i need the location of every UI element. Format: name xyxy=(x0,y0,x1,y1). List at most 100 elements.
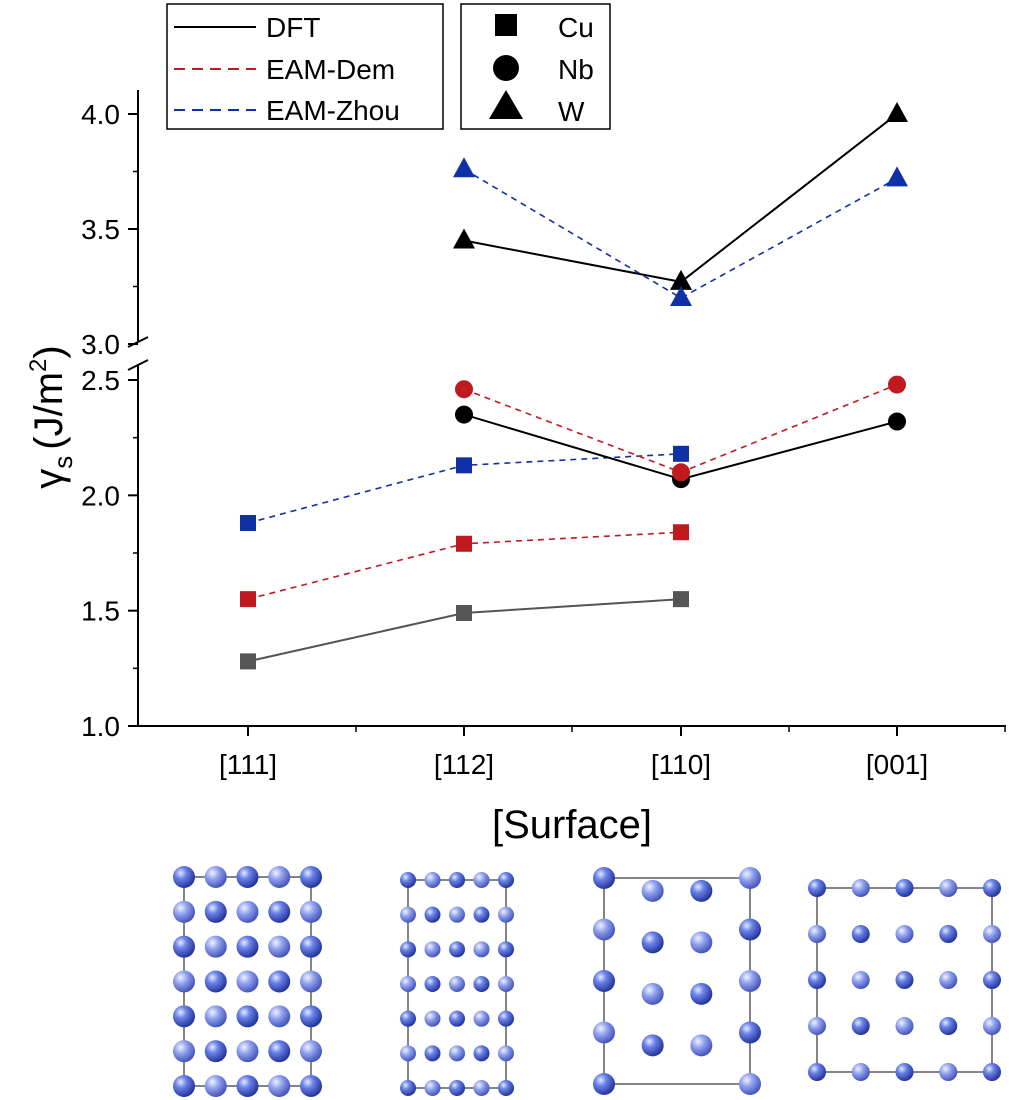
atom xyxy=(449,941,465,958)
atom xyxy=(204,866,227,888)
atom xyxy=(983,1017,1001,1035)
atom xyxy=(400,1010,416,1027)
atom xyxy=(593,1073,615,1095)
atom xyxy=(939,925,958,943)
atom xyxy=(400,872,416,888)
y-tick-label-2-0: 2.0 xyxy=(81,480,120,511)
atom xyxy=(400,1080,416,1096)
point-w-dft-001 xyxy=(886,102,908,122)
atom xyxy=(173,1005,195,1028)
surface-structure-panels xyxy=(173,866,1001,1097)
legend-circle-marker xyxy=(493,55,519,81)
atom xyxy=(498,906,514,923)
atom xyxy=(204,1005,227,1028)
atom xyxy=(300,935,322,958)
legend-label-cu: Cu xyxy=(558,12,594,43)
structure-panel-110 xyxy=(593,867,761,1095)
atom xyxy=(268,1075,291,1097)
legend-triangle-marker xyxy=(489,90,523,119)
structure-panel-111 xyxy=(173,866,322,1097)
point-w-eam-zhou-112 xyxy=(453,157,475,178)
axis-break-mark-upper xyxy=(127,336,149,348)
x-axis-title: [Surface] xyxy=(492,803,652,847)
x-tick-label-112: [112] xyxy=(434,749,494,780)
atom xyxy=(300,866,322,888)
atom xyxy=(739,1073,761,1095)
atom xyxy=(173,1075,195,1097)
atom xyxy=(739,867,761,889)
atom xyxy=(400,1045,416,1062)
atom xyxy=(173,866,195,888)
atom xyxy=(300,900,322,923)
structure-cell-box xyxy=(603,877,751,1085)
atom xyxy=(449,1080,465,1096)
point-cu-dft-111 xyxy=(240,653,256,670)
structure-panel-112 xyxy=(400,872,514,1096)
atom xyxy=(739,1021,761,1044)
point-cu-eam-dem-111 xyxy=(240,591,256,608)
y-axis-title: γs(J/m2) xyxy=(25,345,78,488)
atom xyxy=(939,971,958,989)
atom xyxy=(449,872,465,888)
atom xyxy=(173,935,195,958)
y-tick-label-3-5: 3.5 xyxy=(81,214,120,245)
atom xyxy=(236,866,259,888)
method-legend-frame xyxy=(166,3,444,130)
atom xyxy=(498,976,514,992)
y-tick-label-4-0: 4.0 xyxy=(81,99,120,130)
atom xyxy=(449,906,465,923)
x-tick-label-001: [001] xyxy=(866,749,928,780)
legend-label-eam-zhou: EAM-Zhou xyxy=(266,95,400,126)
atom xyxy=(204,1040,227,1063)
structure-panel-001 xyxy=(808,879,1001,1081)
atom xyxy=(983,879,1001,897)
atom xyxy=(204,1075,227,1097)
atom xyxy=(473,872,490,888)
atom xyxy=(593,918,615,941)
atom xyxy=(851,925,870,943)
atom xyxy=(236,900,259,923)
point-cu-eam-zhou-110 xyxy=(673,445,689,462)
atom xyxy=(268,935,291,958)
point-cu-eam-zhou-112 xyxy=(456,457,472,474)
y-tick-label-3-0: 3.0 xyxy=(81,329,120,360)
atom xyxy=(473,976,490,992)
atom xyxy=(641,1034,664,1057)
atom xyxy=(204,935,227,958)
atom xyxy=(400,906,416,923)
atom xyxy=(851,879,870,897)
atom xyxy=(593,1021,615,1044)
y-tick-label-1-0: 1.0 xyxy=(81,711,120,742)
atom xyxy=(268,970,291,993)
atom xyxy=(300,1040,322,1063)
atom xyxy=(739,918,761,941)
atom xyxy=(983,925,1001,943)
atom xyxy=(498,1010,514,1027)
atom xyxy=(449,1045,465,1062)
y-tick-label-2-5: 2.5 xyxy=(81,365,120,396)
atom xyxy=(300,1075,322,1097)
atom xyxy=(690,879,713,902)
atom xyxy=(268,866,291,888)
atom xyxy=(268,1005,291,1028)
atom xyxy=(593,970,615,992)
point-nb-eam-dem-110 xyxy=(672,463,690,482)
point-cu-eam-zhou-111 xyxy=(240,515,256,532)
atom xyxy=(236,1005,259,1028)
x-tick-label-111: [111] xyxy=(219,749,277,780)
legend-label-dft: DFT xyxy=(266,12,320,43)
point-cu-dft-110 xyxy=(673,591,689,608)
atom xyxy=(300,970,322,993)
atom xyxy=(498,1045,514,1062)
atom xyxy=(593,867,615,889)
point-w-dft-110 xyxy=(670,269,692,290)
atom xyxy=(204,900,227,923)
atom xyxy=(851,1063,870,1081)
atom xyxy=(498,872,514,888)
atom xyxy=(424,1045,441,1062)
atom xyxy=(173,900,195,923)
atom xyxy=(473,1045,490,1062)
atom xyxy=(449,1010,465,1027)
atom xyxy=(498,1080,514,1096)
